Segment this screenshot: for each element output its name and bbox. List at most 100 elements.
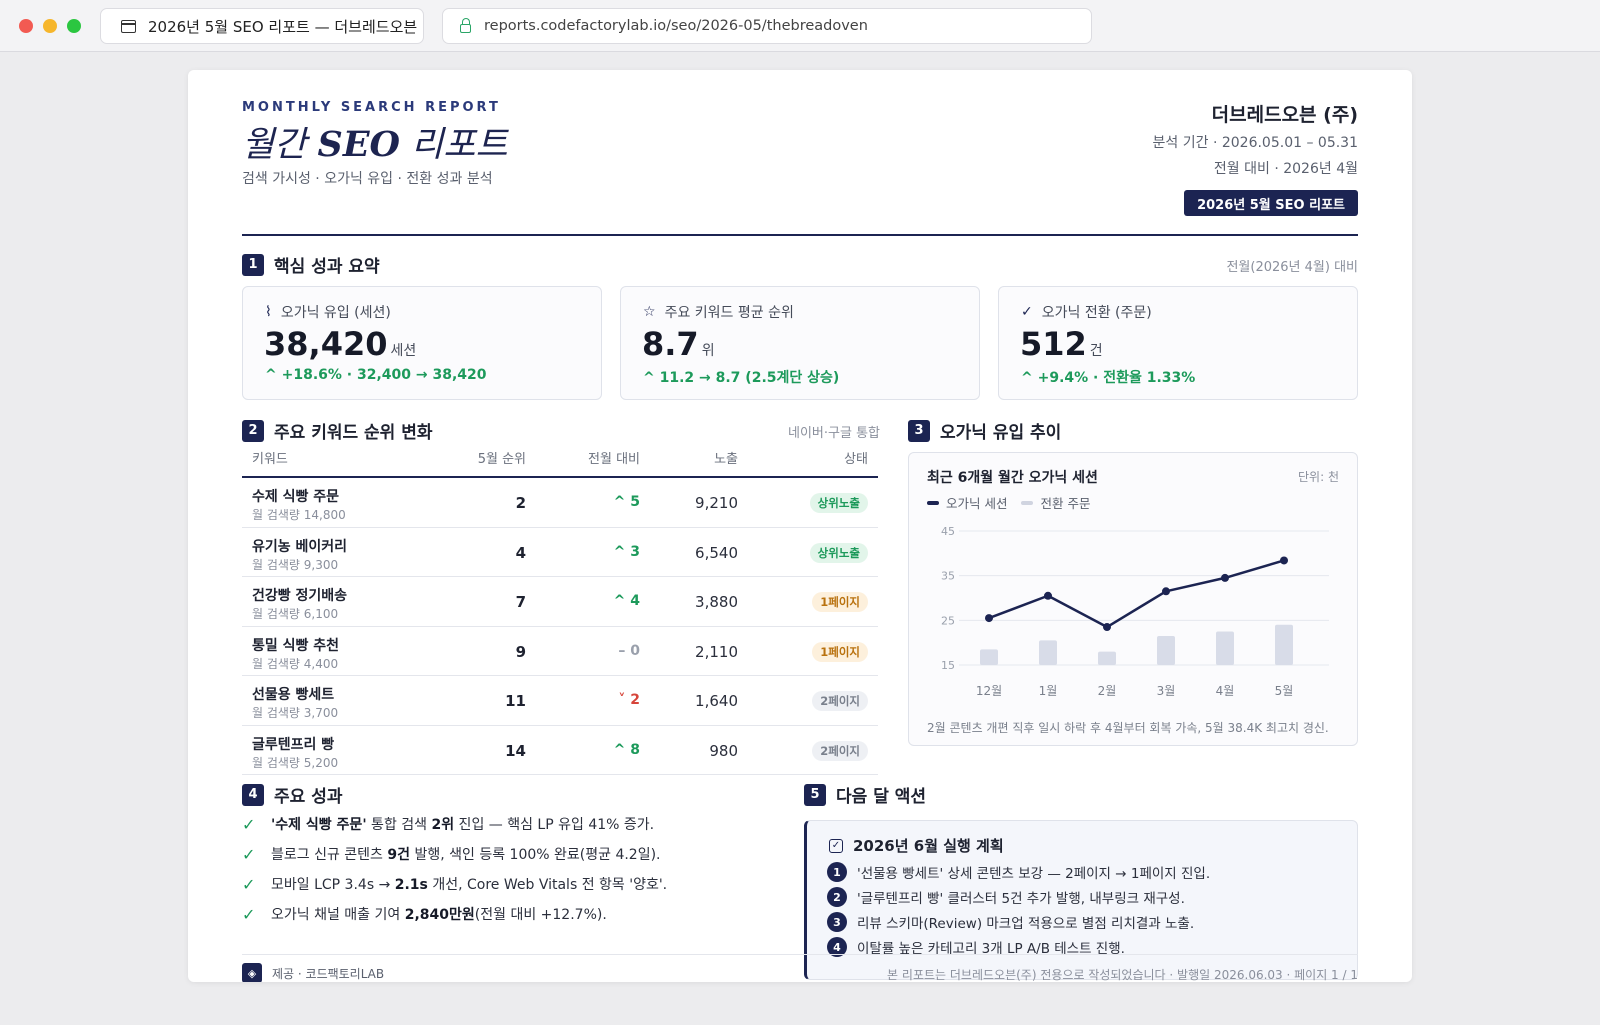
kpi-card-conversions: ✓ 오가닉 전환 (주문) 512 건 ^ +9.4% · 전환율 1.33% [998,286,1358,400]
action-plan-title: ✓ 2026년 6월 실행 계획 [829,835,1004,856]
address-bar[interactable]: reports.codefactorylab.io/seo/2026-05/th… [442,8,1092,44]
check-icon: ✓ [242,814,256,834]
table-row: 수제 식빵 주문 월 검색량 14,800 2 ^ 5 9,210 상위노출 [242,478,878,528]
impressions: 6,540 [695,543,738,562]
section-kpi-title: 1 핵심 성과 요약 [242,252,380,277]
keyword-volume: 월 검색량 9,300 [252,557,339,572]
section-number: 2 [242,419,264,442]
action-item: 2 '글루텐프리 빵' 클러스터 5건 추가 발행, 내부링크 재구성. [827,887,1185,907]
step-number: 4 [827,937,847,957]
col-keyword: 키워드 [252,452,288,467]
y-tick-label: 45 [941,525,955,538]
step-number: 3 [827,912,847,932]
achievement-item: ✓ 모바일 LCP 3.4s → 2.1s 개선, Core Web Vitals… [242,874,668,894]
keyword-name: 선물용 빵세트 [252,687,335,703]
rank-change: ˅ 2 [618,692,640,708]
keyword-name: 통밀 식빵 추천 [252,637,340,654]
action-plan-card: ✓ 2026년 6월 실행 계획 1 '선물용 빵세트' 상세 콘텐츠 보강 — 2… [804,820,1358,980]
section-number: 5 [804,783,826,806]
check-icon: ✓ [242,904,256,924]
legend-sessions: 오가닉 세션 [927,493,1007,512]
bar-orders [980,649,998,665]
impressions: 9,210 [695,494,738,512]
col-rank: 5월 순위 [477,452,526,467]
table-row: 선물용 빵세트 월 검색량 3,700 11 ˅ 2 1,640 2페이지 [242,676,878,726]
section-achievements-title: 4 주요 성과 [242,782,342,807]
achievement-item: ✓ '수제 식빵 주문' 통합 검색 2위 진입 — 핵심 LP 유입 41% 증… [242,814,655,834]
status-badge: 상위노출 [809,542,868,563]
keyword-volume: 월 검색량 14,800 [252,508,346,522]
keyword-rank: 4 [515,543,526,562]
kpi-value: 8.7 위 [642,325,715,363]
keyword-rank: 7 [515,593,526,611]
layers-icon: ◈ [242,963,262,982]
table-row: 건강빵 정기배송 월 검색량 6,100 7 ^ 4 3,880 1페이지 [242,577,878,627]
achievement-item: ✓ 블로그 신규 콘텐츠 9건 발행, 색인 등록 100% 완료(평균 4.2일… [242,844,661,864]
footer-note: 본 리포트는 더브레드오븐(주) 전용으로 작성되었습니다 · 발행일 2026… [887,968,1358,982]
line-sessions [988,559,1285,629]
bar-orders [1216,631,1234,665]
point-sessions [1280,556,1288,565]
keyword-name: 글루텐프리 빵 [252,736,335,753]
impressions: 980 [709,741,738,760]
keyword-name: 유기농 베이커리 [252,538,348,555]
keyword-rank: 11 [505,692,526,710]
chart-legend: 오가닉 세션 전환 주문 [927,493,1104,512]
pulse-icon: ⌇ [265,304,272,320]
keyword-volume: 월 검색량 5,200 [252,755,339,770]
report-subtitle: 검색 가시성 · 오가닉 유입 · 전환 성과 분석 [242,171,493,187]
point-sessions [1044,591,1052,600]
point-sessions [1221,573,1229,582]
bar-orders [1039,640,1057,665]
section-number: 4 [242,783,264,806]
rank-change: ^ 8 [613,741,640,758]
point-sessions [1103,623,1111,632]
trend-chart-card: 최근 6개월 월간 오가닉 세션 단위: 천 오가닉 세션 전환 주문 45 35… [908,452,1358,746]
check-icon: ✓ [242,844,256,864]
analysis-period: 분석 기간 · 2026.05.01 – 05.31 [1152,135,1358,151]
section-number: 1 [242,253,264,276]
keyword-rank: 14 [505,741,526,760]
bar-orders [1098,651,1116,665]
step-number: 2 [827,887,847,907]
keyword-rank: 9 [515,642,526,661]
rank-change: ^ 4 [613,593,640,609]
keyword-rank: 2 [515,494,526,512]
point-sessions [985,614,993,623]
impressions: 2,110 [695,642,738,661]
browser-tab[interactable]: 2026년 5월 SEO 리포트 — 더브레드오븐 [100,8,424,44]
status-badge: 1페이지 [812,592,868,612]
status-badge: 2페이지 [812,740,868,761]
checkbox-icon: ✓ [829,838,843,853]
check-icon: ✓ [1021,304,1033,320]
status-badge: 1페이지 [812,641,868,662]
impressions: 1,640 [695,692,738,710]
maximize-window-button[interactable] [67,19,81,33]
minimize-window-button[interactable] [43,19,57,33]
kpi-compare-note: 전월(2026년 4월) 대비 [1226,260,1358,275]
x-tick-label: 1월 [1039,684,1058,698]
trend-chart: 45 35 25 15 12월 1월 2월 3월 4월 5월 [941,525,1329,698]
status-badge: 2페이지 [812,691,868,711]
kpi-value: 38,420 세션 [264,325,417,363]
chart-caption: 2월 콘텐츠 개편 직후 일시 하락 후 4월부터 회복 가속, 5월 38.4… [927,721,1329,735]
report-page: MONTHLY SEARCH REPORT 월간 SEO 리포트 검색 가시성 … [188,70,1412,982]
status-badge: 상위노출 [809,493,868,513]
url-text: reports.codefactorylab.io/seo/2026-05/th… [484,18,868,34]
tab-title: 2026년 5월 SEO 리포트 — 더브레드오븐 [148,17,418,36]
table-row: 통밀 식빵 추천 월 검색량 4,400 9 – 0 2,110 1페이지 [242,627,878,676]
x-tick-label: 3월 [1157,684,1176,698]
keyword-volume: 월 검색량 6,100 [252,607,339,621]
kpi-value: 512 건 [1020,325,1103,363]
step-number: 1 [827,862,847,882]
close-window-button[interactable] [19,19,33,33]
window-icon [121,19,136,33]
col-status: 상태 [844,452,868,467]
x-tick-label: 2월 [1098,684,1117,698]
kpi-delta: ^ 11.2 → 8.7 (2.5계단 상승) [643,370,840,386]
report-badge: 2026년 5월 SEO 리포트 [1184,190,1358,216]
table-row: 유기농 베이커리 월 검색량 9,300 4 ^ 3 6,540 상위노출 [242,528,878,577]
kpi-card-sessions: ⌇ 오가닉 유입 (세션) 38,420 세션 ^ +18.6% · 32,400 … [242,286,602,400]
col-change: 전월 대비 [588,452,640,467]
